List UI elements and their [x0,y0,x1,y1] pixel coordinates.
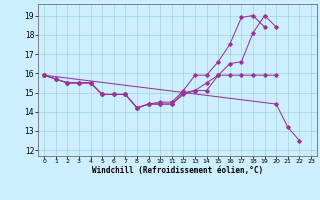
X-axis label: Windchill (Refroidissement éolien,°C): Windchill (Refroidissement éolien,°C) [92,166,263,175]
